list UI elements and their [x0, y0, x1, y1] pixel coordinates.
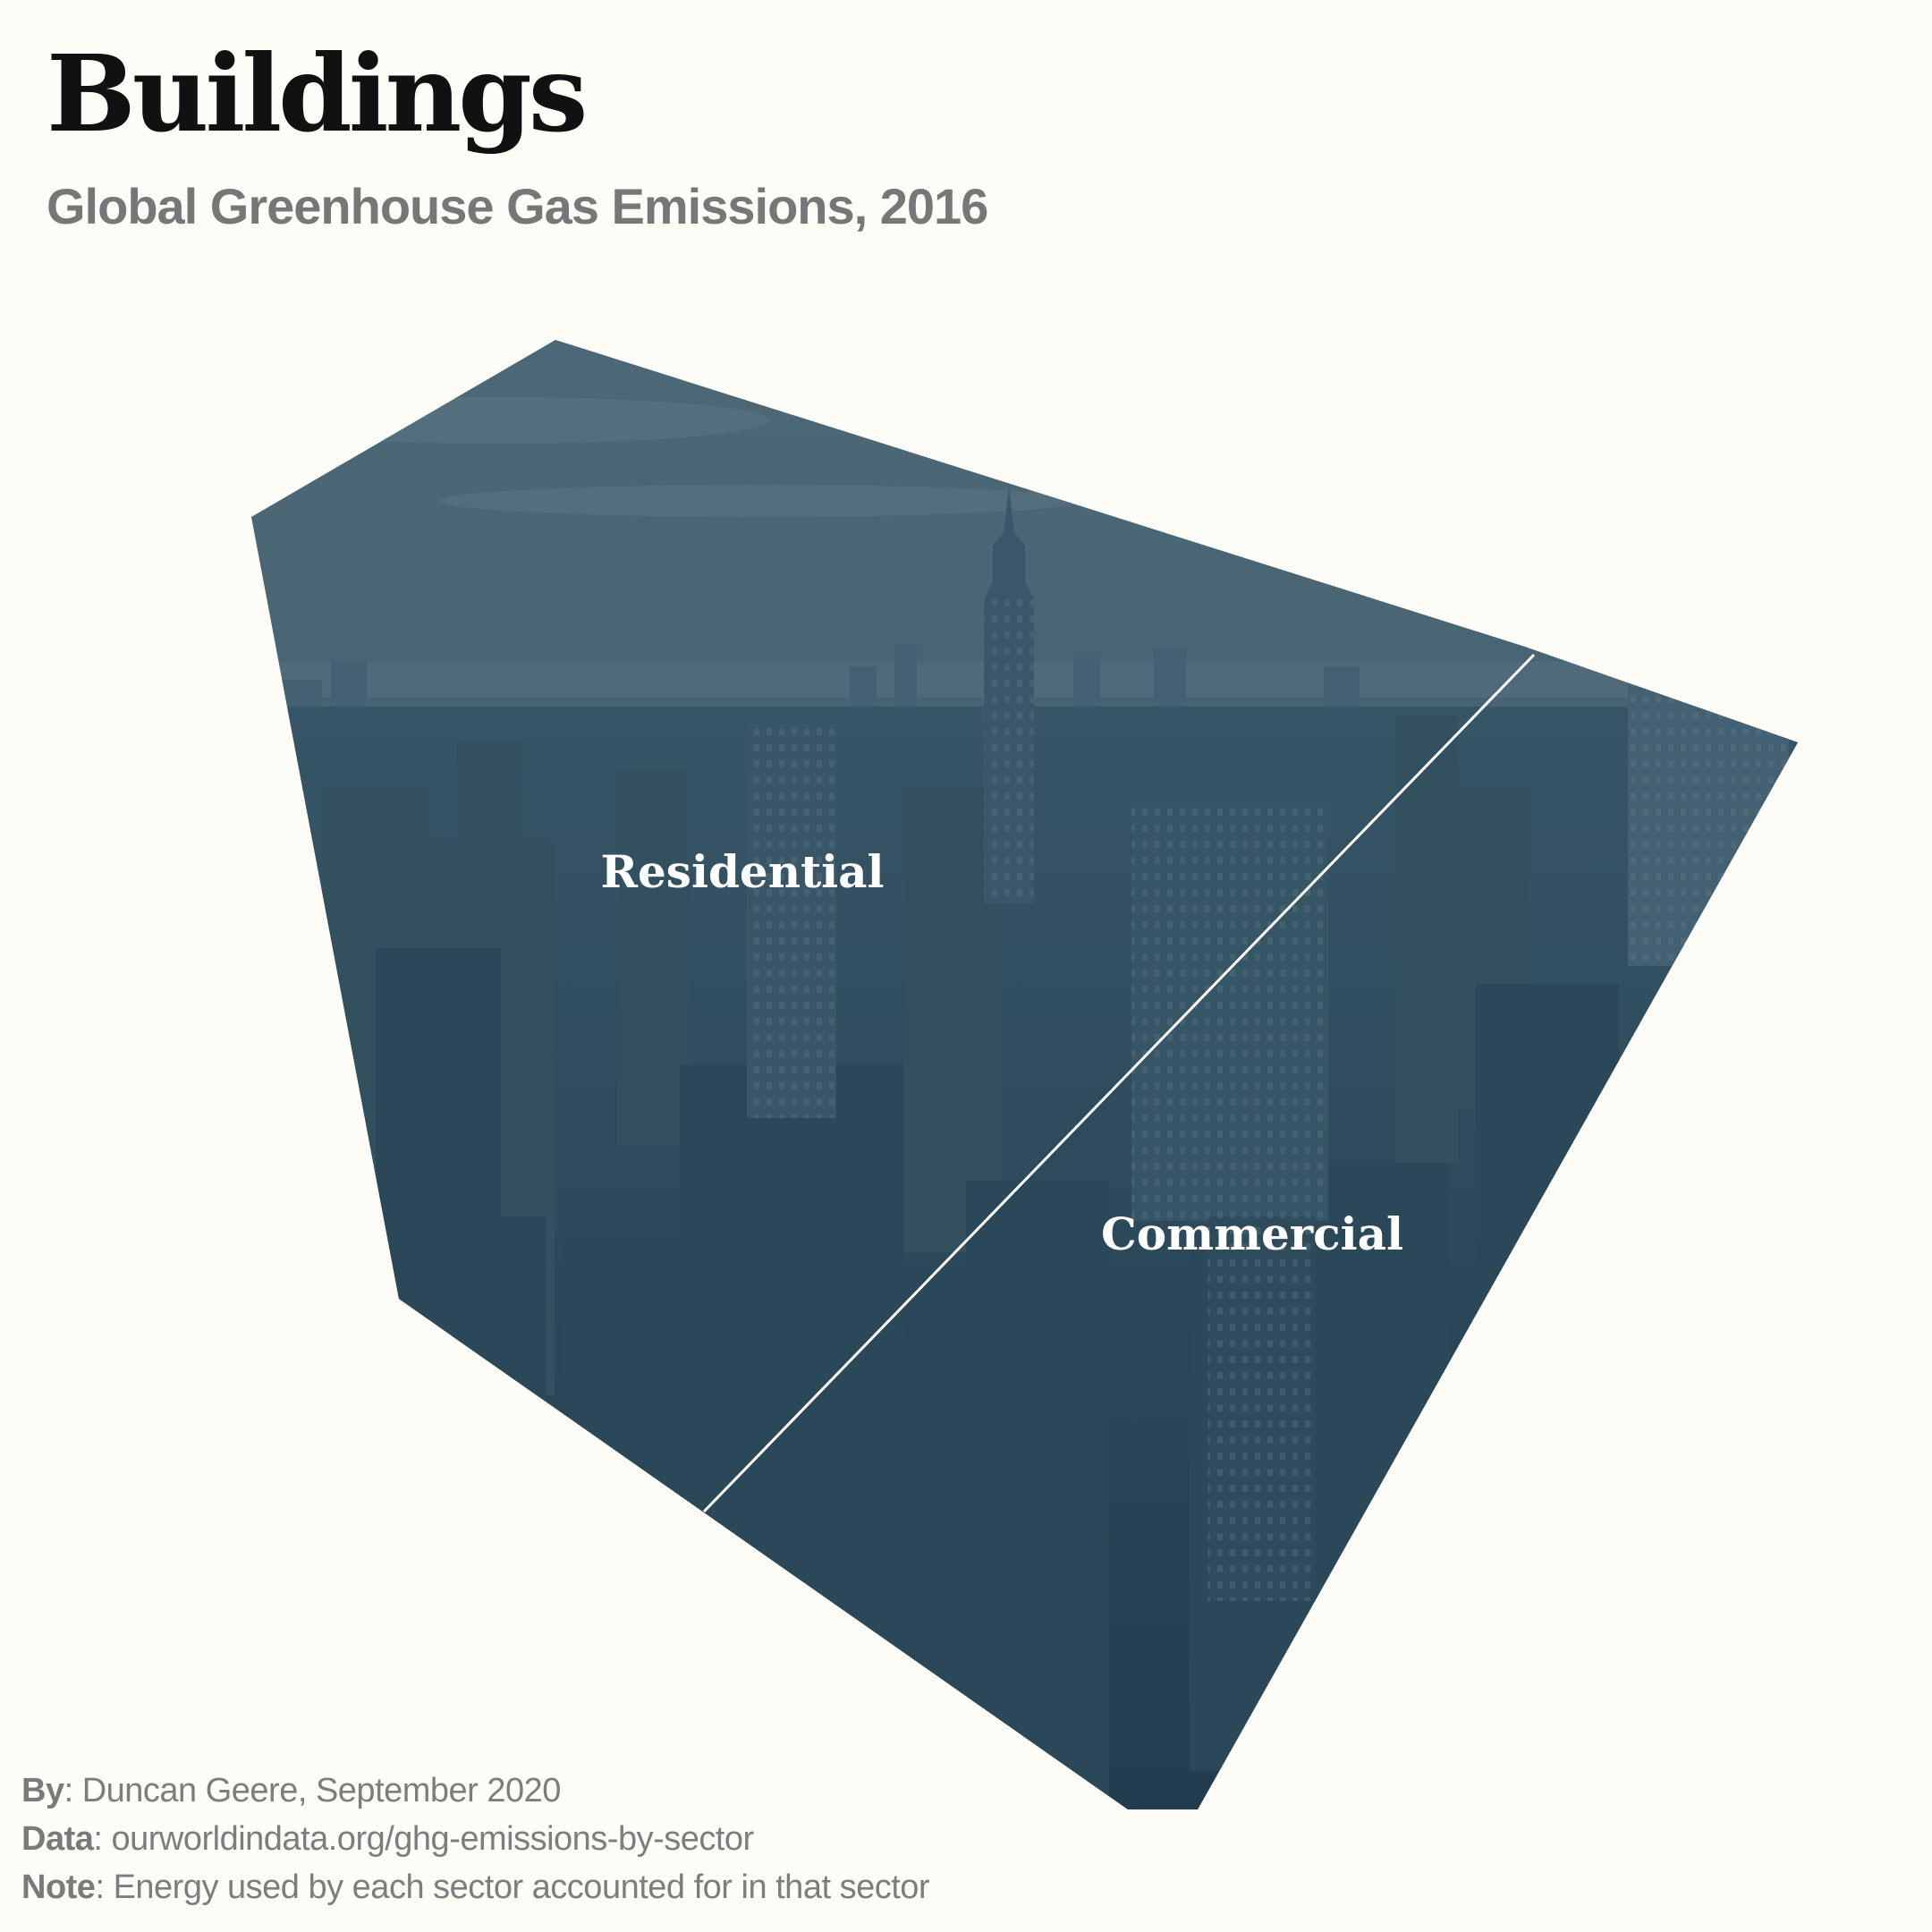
segment-label-commercial: Commercial [1101, 1208, 1403, 1260]
credit-data: Data: ourworldindata.org/ghg-emissions-b… [21, 1820, 754, 1858]
chart-subtitle: Global Greenhouse Gas Emissions, 2016 [47, 178, 988, 234]
credits: By: Duncan Geere, September 2020 Data: o… [21, 1767, 930, 1911]
credit-note: Note: Energy used by each sector account… [21, 1868, 930, 1906]
segment-label-residential: Residential [600, 845, 884, 898]
segment-divider [702, 653, 1536, 1513]
chart-title: Buildings [47, 31, 588, 156]
credit-by: By: Duncan Geere, September 2020 [21, 1772, 561, 1809]
